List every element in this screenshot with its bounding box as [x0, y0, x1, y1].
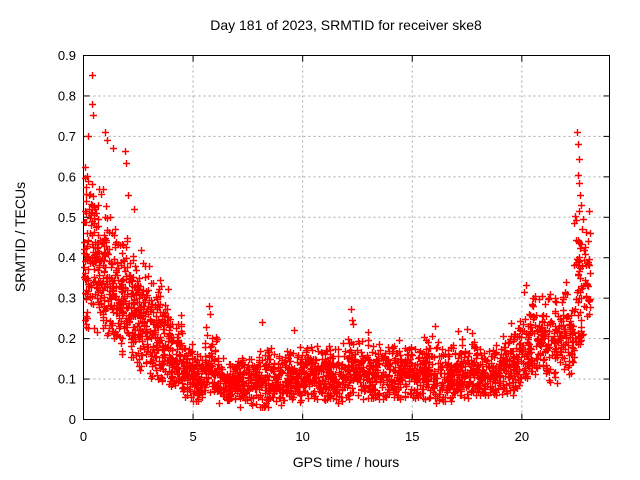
chart-title: Day 181 of 2023, SRMTID for receiver ske… [210, 17, 482, 33]
x-tick-label: 20 [515, 429, 529, 444]
plot-border [83, 55, 610, 420]
y-tick-label: 0.8 [58, 88, 76, 103]
x-tick-label: 15 [405, 429, 419, 444]
y-tick-label: 0 [69, 412, 76, 427]
grid-lines [83, 55, 610, 420]
tick-labels: 0 5 10 15 20 0 0.1 0.2 0.3 0.4 0.5 0.6 0.7 0.8 0.9 [58, 48, 529, 444]
x-tick-label: 0 [80, 429, 87, 444]
data-points-layer [81, 72, 594, 411]
x-tick-label: 5 [189, 429, 196, 444]
scatter-points [81, 72, 594, 411]
y-tick-label: 0.6 [58, 169, 76, 184]
y-tick-label: 0.7 [58, 129, 76, 144]
y-tick-label: 0.5 [58, 210, 76, 225]
y-axis-label: SRMTID / TECUs [12, 182, 28, 292]
y-tick-label: 0.2 [58, 331, 76, 346]
y-tick-label: 0.1 [58, 372, 76, 387]
x-axis-label: GPS time / hours [293, 454, 400, 470]
y-tick-label: 0.3 [58, 291, 76, 306]
x-tick-label: 10 [295, 429, 309, 444]
y-tick-label: 0.9 [58, 48, 76, 63]
y-tick-label: 0.4 [58, 250, 76, 265]
